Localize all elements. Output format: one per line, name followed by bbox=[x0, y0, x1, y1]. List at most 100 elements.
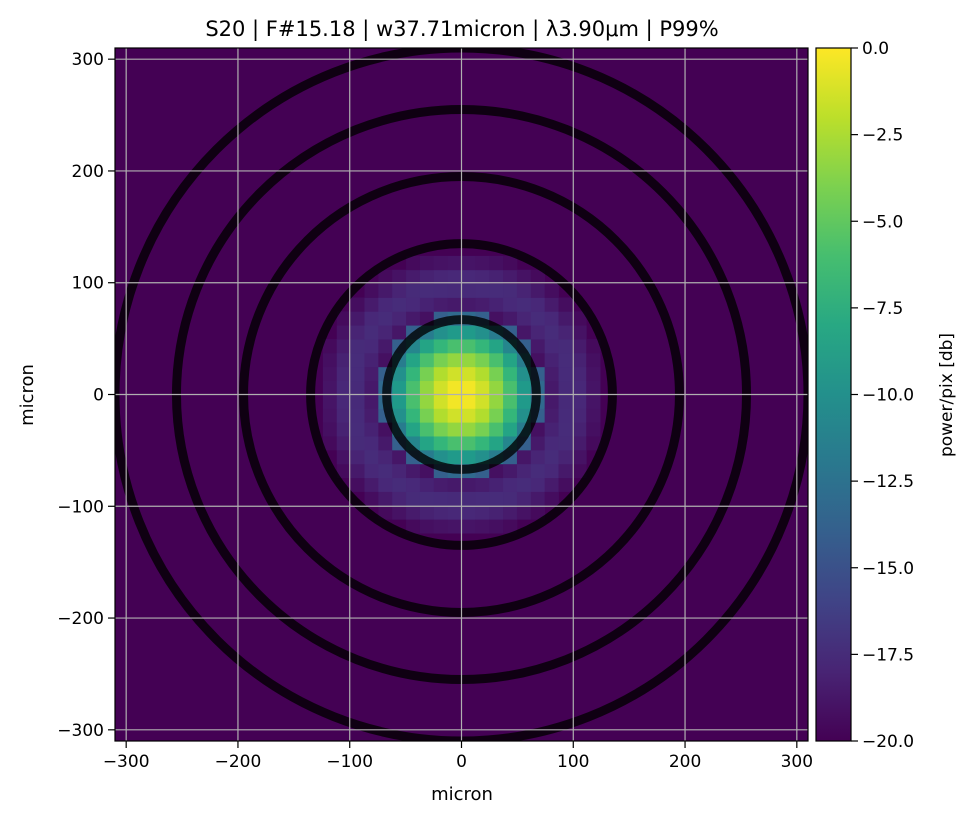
heatmap-pixel bbox=[475, 449, 490, 465]
heatmap-pixel bbox=[364, 394, 379, 409]
heatmap-pixel bbox=[378, 297, 393, 312]
heatmap-pixel bbox=[544, 463, 559, 479]
y-tick-label: −100 bbox=[57, 497, 104, 517]
heatmap-pixel bbox=[406, 380, 421, 395]
heatmap-pixel bbox=[392, 269, 407, 285]
heatmap-pixel bbox=[378, 283, 393, 298]
heatmap-pixel bbox=[378, 311, 393, 326]
heatmap-pixel bbox=[558, 325, 573, 340]
heatmap-pixel bbox=[336, 380, 352, 395]
heatmap-pixel bbox=[461, 408, 476, 423]
heatmap-pixel bbox=[489, 408, 504, 423]
heatmap-pixel bbox=[419, 352, 435, 368]
x-axis-ticks: −300 −200 −100 0 100 200 300 bbox=[103, 741, 813, 772]
heatmap-pixel bbox=[447, 283, 462, 298]
heatmap-pixel bbox=[419, 491, 435, 506]
heatmap-pixel bbox=[461, 491, 476, 506]
heatmap-pixel bbox=[475, 352, 490, 368]
heatmap-pixel bbox=[447, 436, 462, 451]
heatmap-pixel bbox=[530, 477, 546, 492]
heatmap-pixel bbox=[336, 352, 352, 368]
heatmap-pixel bbox=[475, 366, 490, 382]
heatmap-pixel bbox=[364, 491, 379, 506]
y-tick-label: −200 bbox=[57, 609, 104, 629]
heatmap-pixel bbox=[586, 408, 601, 423]
colorbar-tick-label: −12.5 bbox=[862, 472, 914, 492]
heatmap-pixel bbox=[503, 491, 518, 506]
heatmap-pixel bbox=[350, 325, 365, 340]
heatmap-pixel bbox=[572, 325, 587, 340]
heatmap-pixel bbox=[406, 269, 421, 285]
heatmap-pixel bbox=[489, 477, 504, 492]
heatmap-pixel bbox=[406, 394, 421, 409]
heatmap-pixel bbox=[364, 339, 379, 354]
heatmap-pixel bbox=[461, 505, 476, 520]
heatmap-pixel bbox=[447, 380, 462, 395]
heatmap-pixel bbox=[530, 269, 546, 285]
heatmap-pixel bbox=[489, 394, 504, 409]
heatmap-pixel bbox=[322, 380, 338, 395]
heatmap-pixel bbox=[392, 380, 407, 395]
heatmap-pixel bbox=[516, 463, 532, 479]
heatmap-pixel bbox=[503, 283, 518, 298]
heatmap-pixel bbox=[336, 325, 352, 340]
heatmap-pixel bbox=[406, 519, 421, 534]
heatmap-pixel bbox=[392, 491, 407, 506]
heatmap-pixel bbox=[489, 339, 504, 354]
heatmap-pixel bbox=[433, 297, 449, 312]
x-tick-label: 200 bbox=[669, 752, 701, 772]
heatmap-pixel bbox=[392, 408, 407, 423]
heatmap-pixel bbox=[406, 366, 421, 382]
heatmap-pixel bbox=[530, 283, 546, 298]
heatmap-pixel bbox=[433, 269, 449, 285]
heatmap-pixel bbox=[350, 352, 365, 368]
heatmap-pixel bbox=[475, 519, 490, 534]
heatmap-pixel bbox=[544, 394, 559, 409]
heatmap-pixel bbox=[530, 449, 546, 465]
heatmap-pixel bbox=[544, 283, 559, 298]
heatmap-pixel bbox=[447, 325, 462, 340]
y-tick-label: −300 bbox=[57, 721, 104, 741]
heatmap-pixel bbox=[461, 325, 476, 340]
heatmap-pixel bbox=[433, 505, 449, 520]
heatmap-pixel bbox=[419, 269, 435, 285]
chart-title: S20 | F#15.18 | w37.71micron | λ3.90μm |… bbox=[205, 17, 718, 42]
heatmap-pixel bbox=[461, 366, 476, 382]
y-axis-label: micron bbox=[17, 364, 38, 426]
heatmap-pixel bbox=[558, 408, 573, 423]
heatmap-pixel bbox=[322, 339, 338, 354]
heatmap-pixel bbox=[475, 255, 490, 271]
heatmap-pixel bbox=[572, 449, 587, 465]
heatmap-pixel bbox=[489, 283, 504, 298]
heatmap-pixel bbox=[447, 339, 462, 354]
heatmap-pixel bbox=[544, 449, 559, 465]
heatmap-pixel bbox=[558, 366, 573, 382]
heatmap-pixel bbox=[364, 311, 379, 326]
heatmap-pixel bbox=[419, 283, 435, 298]
heatmap-pixel bbox=[503, 422, 518, 437]
heatmap-pixel bbox=[419, 339, 435, 354]
heatmap-pixel bbox=[392, 449, 407, 465]
heatmap-pixel bbox=[544, 339, 559, 354]
heatmap-pixel bbox=[350, 449, 365, 465]
heatmap-pixel bbox=[406, 477, 421, 492]
heatmap-pixel bbox=[516, 366, 532, 382]
heatmap-pixel bbox=[586, 339, 601, 354]
heatmap-pixel bbox=[475, 325, 490, 340]
heatmap-pixel bbox=[516, 491, 532, 506]
heatmap-pixel bbox=[350, 311, 365, 326]
heatmap-pixel bbox=[544, 408, 559, 423]
heatmap-pixel bbox=[572, 366, 587, 382]
heatmap-pixel bbox=[516, 311, 532, 326]
heatmap-pixel bbox=[447, 449, 462, 465]
heatmap-pixel bbox=[558, 394, 573, 409]
heatmap-pixel bbox=[503, 352, 518, 368]
heatmap-pixel bbox=[419, 255, 435, 271]
heatmap-pixel bbox=[336, 339, 352, 354]
heatmap-pixel bbox=[461, 394, 476, 409]
x-tick-label: 300 bbox=[781, 752, 813, 772]
heatmap-pixel bbox=[530, 339, 546, 354]
heatmap-pixel bbox=[378, 491, 393, 506]
heatmap-pixel bbox=[433, 491, 449, 506]
